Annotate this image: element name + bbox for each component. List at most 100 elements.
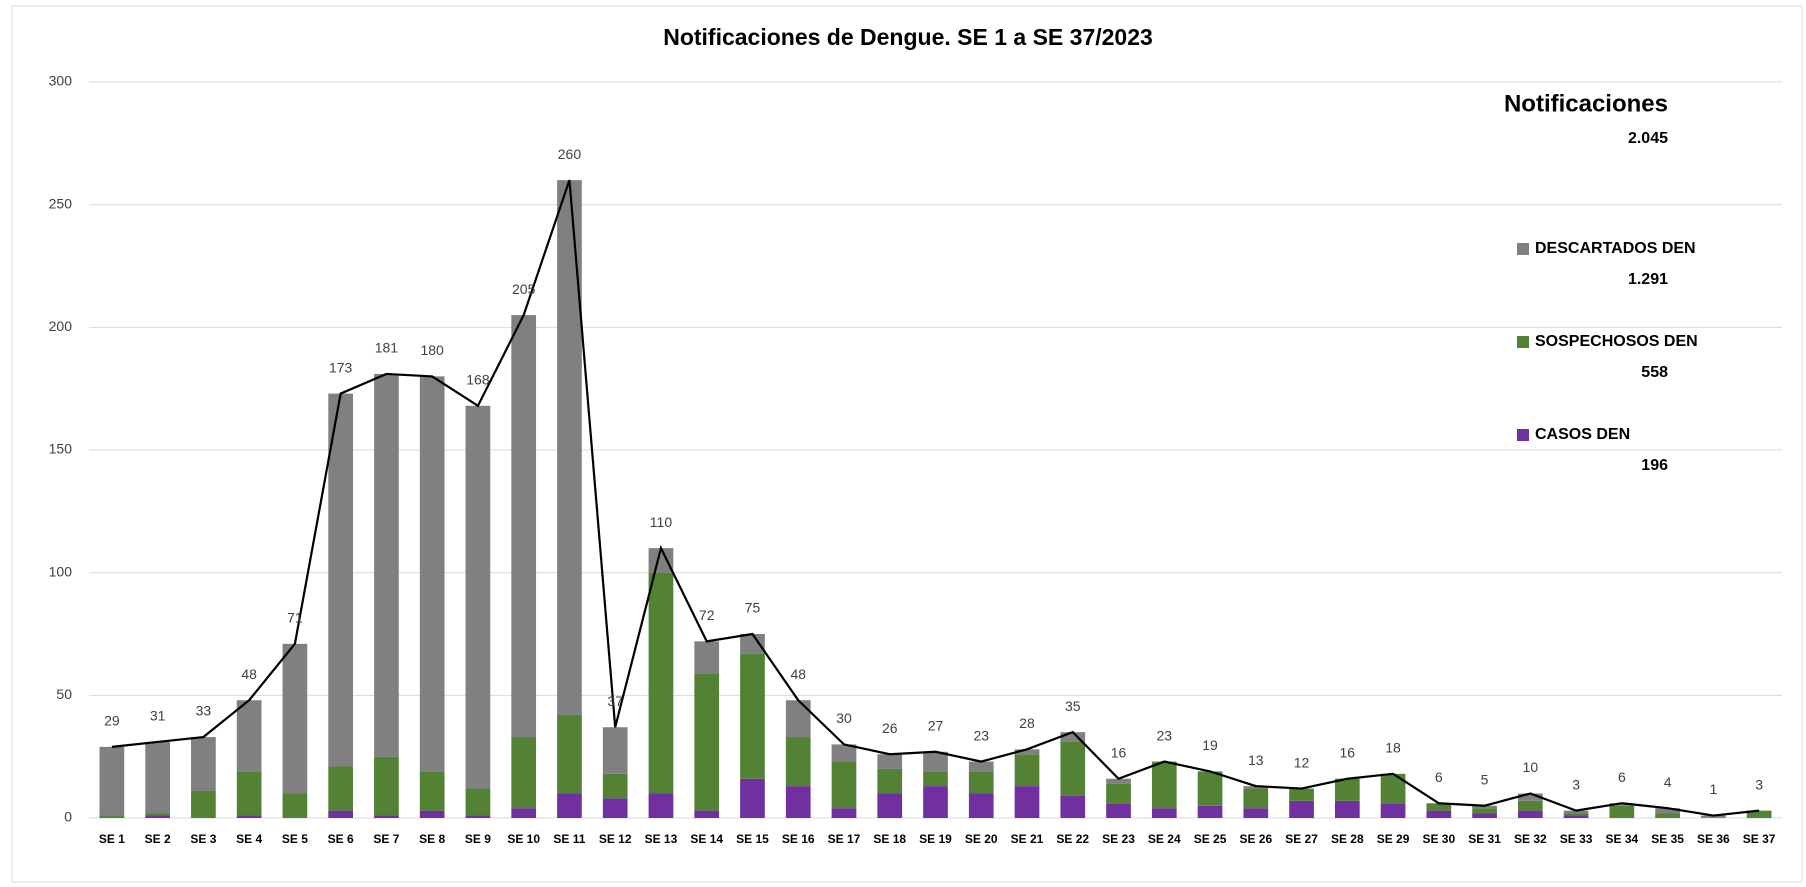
bar-segment [648,793,674,818]
data-label: 3 [1572,776,1580,792]
bar-segment [419,376,445,772]
bar-segment [785,737,811,787]
bar-segment [923,771,948,787]
y-tick-label: 0 [64,809,72,825]
data-label: 27 [928,717,944,733]
bar-segment [1243,786,1269,789]
x-tick-label: SE 12 [599,832,632,846]
x-tick-label: SE 22 [1056,832,1089,846]
bar-segment [1563,813,1589,816]
x-tick-label: SE 14 [690,832,723,846]
bar-segment [968,761,994,772]
data-label: 72 [699,607,715,623]
legend-label: CASOS DEN [1535,426,1630,443]
bar-segment [1060,795,1086,818]
bar-segment [1060,741,1086,796]
data-label: 180 [420,342,444,358]
x-tick-label: SE 5 [282,832,308,846]
data-label: 31 [150,708,166,724]
bar-segment [694,673,720,811]
bar-segment [1197,771,1223,806]
x-tick-label: SE 19 [919,832,952,846]
x-tick-label: SE 11 [553,832,585,846]
data-label: 29 [104,713,120,729]
x-tick-label: SE 21 [1011,832,1044,846]
data-label: 18 [1385,740,1401,756]
data-label: 37 [607,693,623,709]
bar-segment [648,572,674,794]
x-tick-label: SE 28 [1331,832,1364,846]
data-label: 30 [836,710,852,726]
y-tick-label: 100 [49,563,73,579]
y-tick-label: 50 [56,686,72,702]
data-label: 6 [1435,769,1443,785]
bar-segment [1106,778,1131,784]
total-value: 2.045 [1628,130,1668,147]
legend-swatch [1517,429,1529,441]
bar-segment [1426,810,1452,818]
x-tick-label: SE 32 [1514,832,1547,846]
bar-segment [1472,808,1497,814]
bar-segment [145,741,170,814]
bar-segment [1609,803,1635,806]
bar-segment [1197,805,1223,818]
x-tick-label: SE 15 [736,832,769,846]
bar-segment [374,815,399,818]
y-tick-label: 300 [49,73,73,89]
bar-segment [236,771,262,816]
x-tick-label: SE 30 [1422,832,1455,846]
data-label: 19 [1202,737,1218,753]
data-label: 173 [329,359,353,375]
bar-segment [557,180,582,715]
bar-segment [374,373,399,757]
bar-segment [740,634,765,654]
bar-segment [282,643,308,794]
legend-swatch [1517,243,1529,255]
bar-segment [557,793,582,818]
data-label: 13 [1248,752,1264,768]
x-tick-label: SE 36 [1697,832,1730,846]
data-label: 181 [375,340,399,356]
data-label: 28 [1019,715,1035,731]
bar-segment [785,786,811,818]
bar-segment [99,815,125,818]
x-tick-label: SE 26 [1239,832,1272,846]
bar-segment [1151,761,1177,809]
bar-segment [923,786,948,818]
y-tick-label: 200 [49,318,73,334]
data-label: 16 [1111,744,1127,760]
bar-segment [465,815,491,818]
x-tick-label: SE 24 [1148,832,1181,846]
x-tick-label: SE 1 [99,832,125,846]
bar-segment [1563,810,1589,814]
data-label: 71 [287,610,303,626]
bar-segment [557,714,582,794]
bar-segment [1289,800,1314,818]
x-tick-label: SE 10 [507,832,540,846]
bar-segment [145,815,170,818]
bar-segment [1517,793,1543,801]
data-label: 6 [1618,769,1626,785]
bar-segment [465,405,491,789]
bar-segment [694,641,720,674]
bar-segment [511,315,537,738]
bar-segment [1655,808,1680,814]
bar-segment [831,744,857,762]
data-label: 48 [790,666,806,682]
x-tick-label: SE 17 [828,832,861,846]
x-tick-label: SE 27 [1285,832,1318,846]
x-tick-label: SE 13 [645,832,678,846]
bar-segment [465,788,491,816]
bar-segment [1609,805,1635,818]
x-tick-label: SE 3 [190,832,216,846]
x-tick-label: SE 29 [1377,832,1410,846]
data-label: 260 [558,146,582,162]
data-label: 23 [973,727,989,743]
legend-label: SOSPECHOSOS DEN [1535,333,1698,350]
x-tick-label: SE 9 [465,832,491,846]
data-label: 205 [512,281,536,297]
data-label: 110 [650,514,673,530]
bar-segment [1472,813,1497,818]
legend-label: DESCARTADOS DEN [1535,240,1696,257]
